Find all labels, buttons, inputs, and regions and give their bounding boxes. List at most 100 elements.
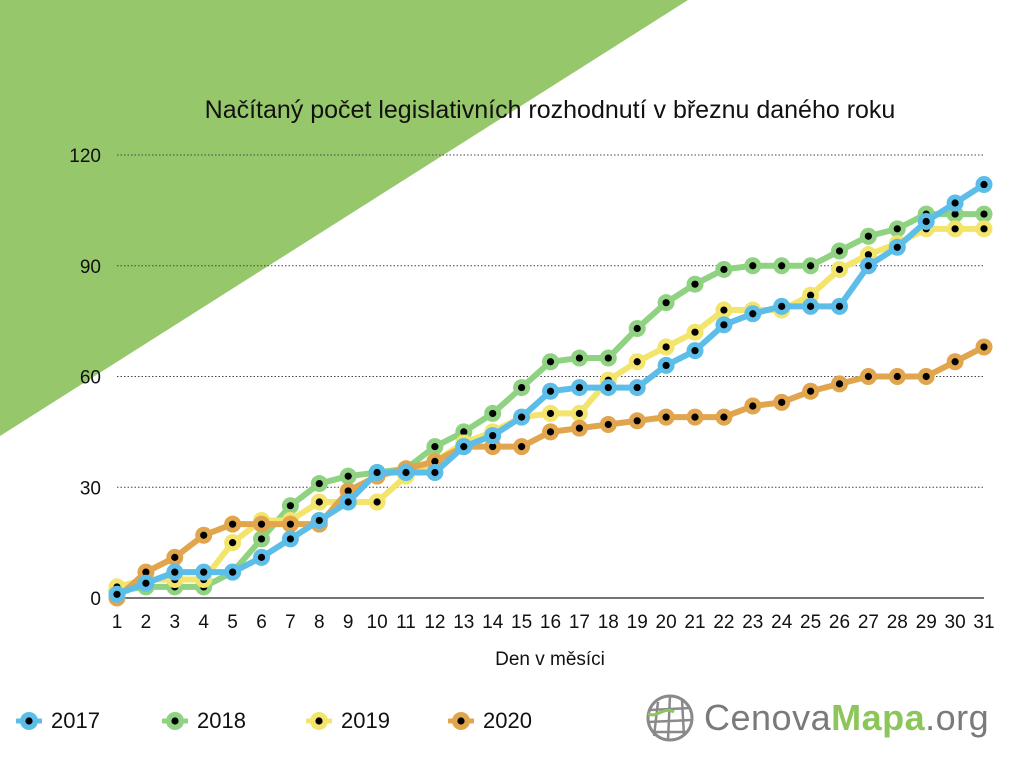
y-tick-label: 120 <box>69 146 101 167</box>
data-point-center <box>344 487 352 495</box>
data-point-center <box>720 306 728 314</box>
data-point-center <box>489 409 497 418</box>
data-point-center <box>604 420 612 429</box>
x-tick-label: 18 <box>598 612 619 633</box>
x-tick-label: 24 <box>771 612 793 633</box>
data-point-center <box>546 358 555 366</box>
x-tick-label: 16 <box>540 612 561 633</box>
data-point-center <box>518 443 526 451</box>
data-point-center <box>257 553 266 561</box>
data-point-center <box>546 409 555 418</box>
x-axis-label: Den v měsíci <box>495 649 605 670</box>
x-tick-label: 12 <box>424 612 445 633</box>
data-point-center <box>835 380 844 388</box>
logo-text-accent: Mapa <box>831 697 926 738</box>
legend-marker-icon <box>16 708 42 734</box>
data-point-center <box>778 302 786 310</box>
data-point-center <box>807 291 815 299</box>
x-tick-label: 25 <box>800 612 821 633</box>
data-point-center <box>633 383 641 392</box>
data-point-center <box>662 343 670 351</box>
x-tick-label: 3 <box>170 612 181 633</box>
data-point-center <box>113 590 121 598</box>
x-tick-label: 27 <box>858 612 879 633</box>
data-point-center <box>171 568 179 576</box>
data-point-center <box>980 180 988 189</box>
x-tick-label: 4 <box>198 612 209 633</box>
x-tick-label: 23 <box>742 612 763 633</box>
x-tick-label: 31 <box>973 612 994 633</box>
data-point-center <box>546 387 555 395</box>
x-tick-label: 30 <box>945 612 966 633</box>
legend-marker-icon <box>162 708 188 734</box>
y-tick-label: 90 <box>80 257 101 278</box>
data-point-center <box>749 262 757 270</box>
legend-label: 2018 <box>197 708 246 733</box>
y-tick-label: 30 <box>80 478 101 499</box>
data-point-center <box>200 568 208 576</box>
x-tick-label: 19 <box>627 612 648 633</box>
legend-marker-icon <box>448 708 474 734</box>
data-point-center <box>431 468 439 477</box>
x-tick-label: 14 <box>482 612 504 633</box>
data-point-center <box>778 398 786 406</box>
logo-text: CenovaMapa.org <box>704 697 989 739</box>
x-tick-label: 29 <box>916 612 937 633</box>
data-point-center <box>951 210 959 218</box>
data-point-center <box>229 520 237 528</box>
chart-title: Načítaný počet legislativních rozhodnutí… <box>204 96 896 124</box>
data-point-center <box>864 232 873 240</box>
data-point-center <box>662 299 670 307</box>
data-point-center <box>633 358 641 366</box>
data-point-center <box>864 251 873 259</box>
data-point-center <box>691 347 699 355</box>
data-point-center <box>691 328 699 336</box>
data-point-center <box>315 516 323 525</box>
data-point-center <box>460 428 468 436</box>
cenovamapa-logo: CenovaMapa.org <box>644 688 989 748</box>
data-point-center <box>893 225 901 233</box>
data-point-center <box>749 310 757 318</box>
data-point-center <box>633 324 641 333</box>
data-point-center <box>720 265 728 274</box>
grid-lines <box>117 154 984 599</box>
x-tick-label: 21 <box>684 612 705 633</box>
y-tick-label: 60 <box>80 368 101 389</box>
data-point-center <box>575 424 584 432</box>
data-point-center <box>835 265 844 274</box>
x-tick-label: 1 <box>112 612 123 633</box>
data-point-center <box>229 539 237 547</box>
data-point-center <box>807 302 815 310</box>
data-point-center <box>864 372 873 381</box>
x-tick-label: 9 <box>343 612 354 633</box>
data-point-center <box>518 413 526 421</box>
x-tick-label: 2 <box>141 612 152 633</box>
data-point-center <box>142 579 150 587</box>
logo-text-suffix: .org <box>925 697 990 738</box>
data-point-center <box>691 280 699 288</box>
data-point-center <box>257 535 266 543</box>
data-point-center <box>575 354 584 362</box>
x-tick-label: 17 <box>569 612 590 633</box>
legend-item-2017: 2017 <box>16 704 100 738</box>
data-point-center <box>662 361 670 370</box>
data-point-center <box>778 262 786 270</box>
data-point-center <box>691 413 699 421</box>
data-point-center <box>257 520 266 528</box>
data-point-center <box>835 302 844 310</box>
data-point-center <box>575 383 584 392</box>
y-tick-label: 0 <box>90 589 101 610</box>
data-point-center <box>489 431 497 440</box>
data-point-center <box>633 417 641 425</box>
x-tick-label: 10 <box>367 612 388 633</box>
data-point-center <box>749 402 757 410</box>
x-tick-label: 8 <box>314 612 325 633</box>
background-triangle <box>0 0 688 436</box>
data-point-center <box>575 409 584 418</box>
globe-grid-icon <box>646 694 694 742</box>
data-point-center <box>951 225 959 233</box>
data-point-center <box>980 343 988 351</box>
